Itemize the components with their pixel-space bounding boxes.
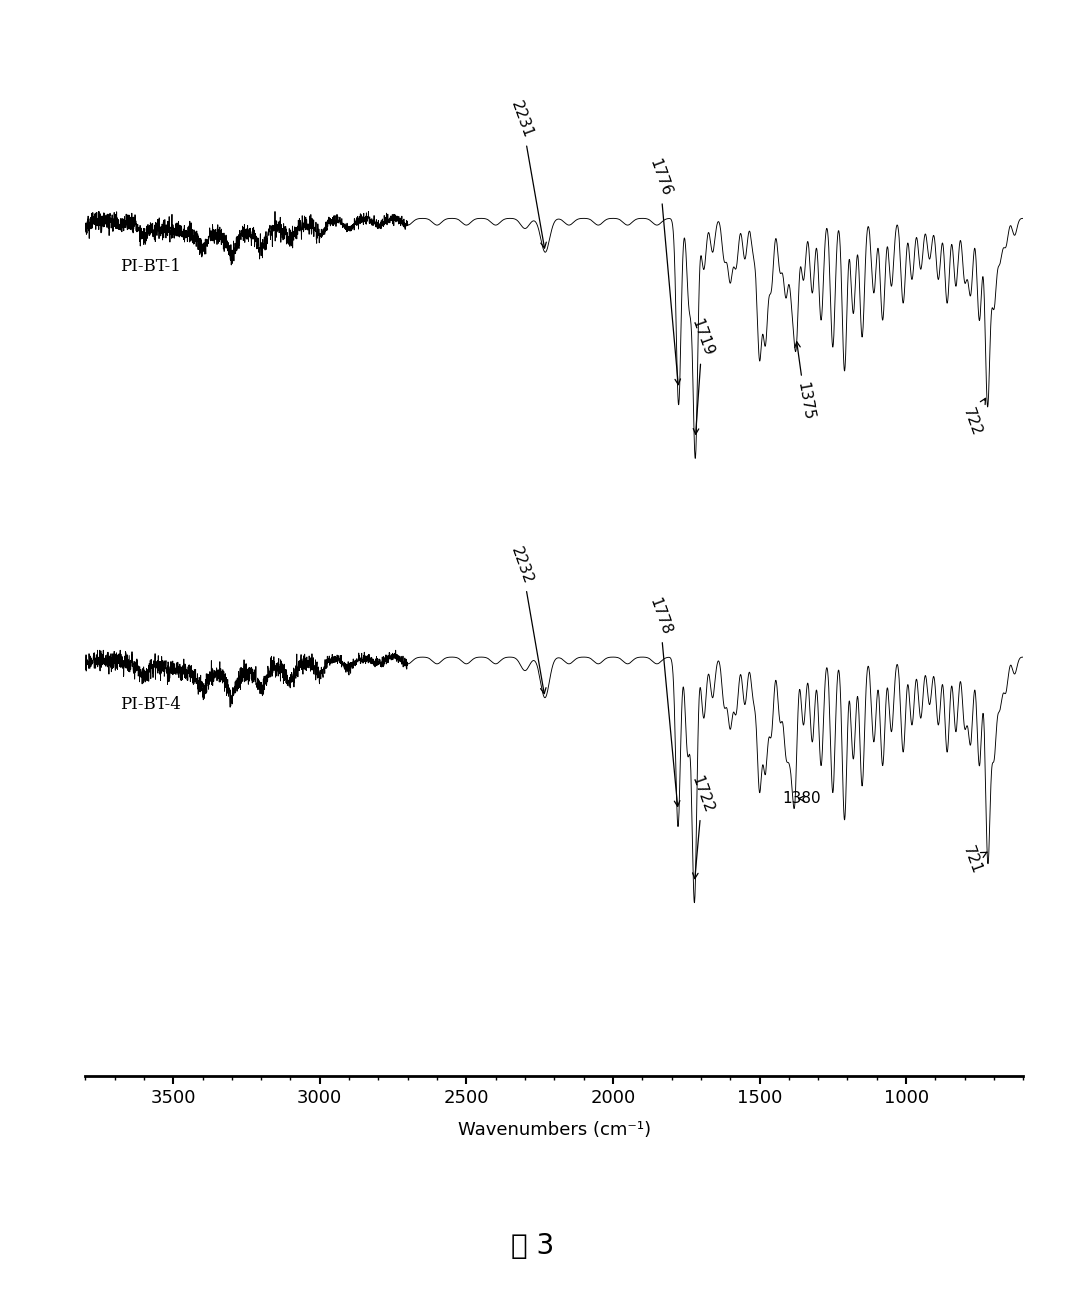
Text: PI-BT-4: PI-BT-4 xyxy=(120,697,181,714)
Text: 2231: 2231 xyxy=(508,100,546,248)
Text: PI-BT-1: PI-BT-1 xyxy=(120,257,181,274)
Text: 1380: 1380 xyxy=(782,791,821,806)
Text: 图 3: 图 3 xyxy=(512,1232,554,1261)
Text: 1719: 1719 xyxy=(689,318,716,434)
X-axis label: Wavenumbers (cm⁻¹): Wavenumbers (cm⁻¹) xyxy=(457,1120,651,1139)
Text: 1776: 1776 xyxy=(646,157,680,384)
Text: 1778: 1778 xyxy=(646,596,680,807)
Text: 2232: 2232 xyxy=(508,544,546,694)
Text: 722: 722 xyxy=(960,399,985,438)
Text: 1375: 1375 xyxy=(794,341,815,421)
Text: 721: 721 xyxy=(960,844,987,876)
Text: 1722: 1722 xyxy=(689,774,716,879)
